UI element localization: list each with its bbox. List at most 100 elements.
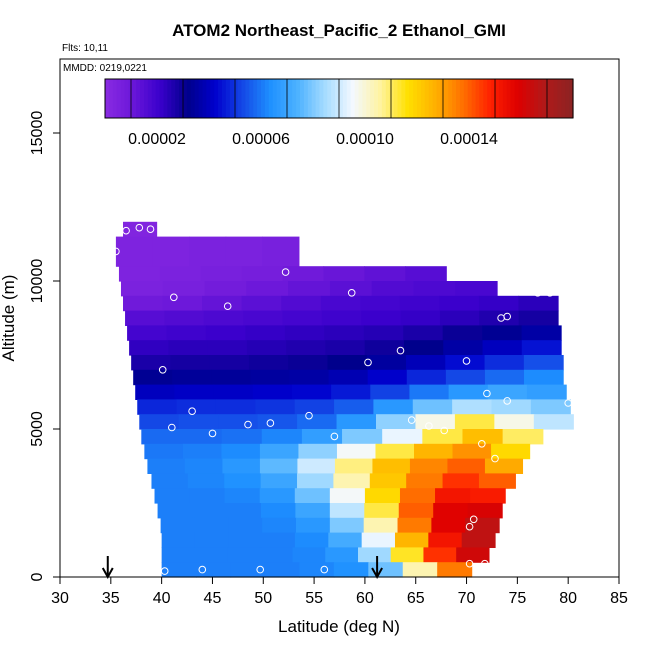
colorbar-segment [444, 79, 449, 118]
curtain-cell [398, 503, 434, 519]
observation-point [122, 226, 130, 235]
observation-point [158, 366, 167, 374]
curtain-cell [154, 488, 191, 504]
colorbar-segment [144, 79, 149, 118]
colorbar-segment [522, 79, 527, 118]
curtain-cell [443, 340, 484, 356]
curtain-cell [262, 517, 297, 534]
colorbar-segment [300, 79, 305, 118]
observation-point [223, 302, 232, 311]
colorbar-segment [163, 79, 168, 118]
plot-border [59, 58, 620, 578]
curtain-cell [402, 562, 438, 578]
curtain-cell [246, 281, 289, 297]
colorbar-segment [272, 79, 278, 118]
curtain-cell [230, 562, 266, 578]
curtain-cell [455, 281, 498, 297]
observation-point [478, 440, 486, 448]
colorbar-segment [311, 79, 317, 118]
curtain-cell [245, 325, 286, 341]
colorbar-segment [432, 79, 438, 118]
curtain-cell [226, 503, 262, 519]
curtain-cell [260, 503, 296, 519]
curtain-cell [259, 458, 299, 474]
curtain-cell [366, 355, 407, 371]
curtain-cell [282, 310, 323, 326]
curtain-cell [406, 355, 446, 371]
curtain-cell [361, 310, 402, 326]
colorbar-segment [475, 79, 480, 118]
observation-point [266, 419, 275, 427]
curtain-cell [228, 517, 263, 534]
colorbar-segment [370, 79, 375, 118]
colorbar-segment [175, 79, 180, 118]
curtain-cell [328, 532, 363, 548]
colorbar-segment [549, 79, 555, 118]
curtain-cell [328, 369, 369, 386]
curtain-cell [204, 281, 247, 297]
curtain-cell [331, 384, 371, 400]
curtain-cell [435, 488, 471, 504]
curtain-cell [364, 266, 406, 282]
curtain-cell [409, 384, 450, 400]
curtain-cell [294, 488, 331, 504]
x-tick-label: 55 [305, 590, 323, 607]
curtain-cell [160, 517, 196, 534]
colorbar-segment [241, 79, 246, 118]
curtain-cell [161, 547, 195, 563]
curtain-cell [467, 503, 503, 519]
curtain-cell [456, 547, 490, 563]
x-tick-label: 75 [508, 590, 526, 607]
curtain-cell [369, 473, 407, 489]
colorbar-segment [190, 79, 196, 118]
curtain-cell [139, 414, 180, 430]
colorbar-segment [362, 79, 367, 118]
curtain-cell [259, 488, 296, 504]
curtain-cell [192, 503, 228, 519]
curtain-cell [255, 399, 296, 415]
colorbar-segment [210, 79, 215, 118]
curtain-cell [390, 547, 425, 563]
dates-note: MMDD: 0219,0221 [63, 63, 147, 74]
curtain-cell [363, 517, 399, 534]
curtain-cell [262, 236, 300, 267]
colorbar-border [104, 78, 574, 119]
curtain-cell [225, 236, 263, 267]
observation-point [135, 223, 144, 232]
curtain-cell [406, 473, 444, 489]
curtain-cell [243, 310, 284, 326]
curtain-cell [394, 532, 429, 548]
curtain-cell [297, 458, 336, 474]
curtain-cell [533, 414, 574, 430]
colorbar-segment [132, 79, 137, 118]
curtain-cell [329, 503, 365, 519]
colorbar-segment [214, 79, 219, 118]
colorbar-segment [253, 79, 258, 118]
colorbar-segment [366, 79, 371, 118]
curtain-cell [487, 384, 528, 400]
colorbar-segment [346, 79, 352, 118]
curtain-cell [187, 473, 225, 489]
curtain-cells [115, 221, 574, 578]
curtain-cell [162, 281, 206, 297]
observation-point [305, 411, 313, 420]
colorbar-segment [105, 79, 110, 118]
observation-point [244, 420, 252, 429]
curtain-cell [292, 547, 326, 563]
colorbar [104, 78, 574, 119]
colorbar-segment [140, 79, 145, 118]
curtain-cell [166, 325, 207, 341]
colorbar-segment [495, 79, 500, 118]
colorbar-segment [463, 79, 469, 118]
colorbar-segment [233, 79, 239, 118]
observation-point [364, 358, 372, 367]
observation-point [503, 277, 512, 285]
curtain-cell [399, 488, 436, 504]
colorbar-segment [491, 79, 496, 118]
curtain-cell [325, 340, 366, 356]
colorbar-segment [428, 79, 434, 118]
colorbar-segment [483, 79, 488, 118]
observation-point [320, 565, 329, 574]
observation-point [188, 407, 196, 416]
curtain-cell [246, 340, 287, 356]
